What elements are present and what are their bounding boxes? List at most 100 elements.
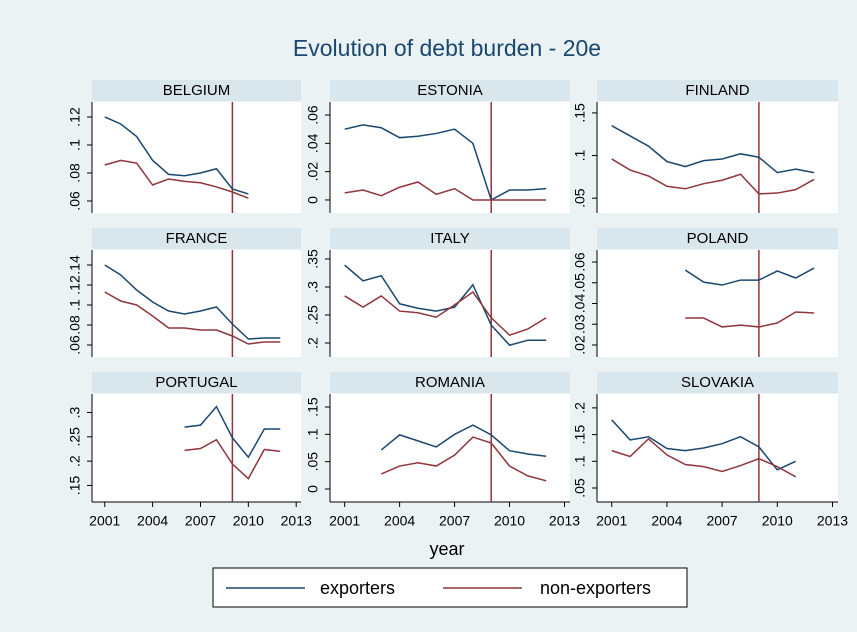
x-axis-label: year xyxy=(429,539,464,559)
series-line xyxy=(184,405,281,459)
panel-header xyxy=(330,80,570,101)
y-tick-label: .12 xyxy=(67,275,83,295)
x-tick-label: 2004 xyxy=(651,513,682,529)
y-tick-label: 0 xyxy=(305,485,321,493)
x-tick-label: 2001 xyxy=(89,513,120,529)
panel-title: SLOVAKIA xyxy=(681,374,754,391)
x-tick-label: 2004 xyxy=(137,513,168,529)
series-line xyxy=(344,264,547,347)
series-line xyxy=(344,124,547,202)
y-tick-label: .05 xyxy=(305,452,321,472)
series-line xyxy=(344,290,547,337)
plot-area xyxy=(597,102,838,213)
x-tick-label: 2001 xyxy=(329,513,360,529)
x-tick-label: 2013 xyxy=(817,513,848,529)
x-tick-label: 2007 xyxy=(439,513,470,529)
panel-header xyxy=(597,228,838,249)
series-line xyxy=(344,181,547,201)
y-tick-label: .08 xyxy=(67,163,83,183)
y-tick-label: .3 xyxy=(67,406,83,418)
plot-area xyxy=(330,394,570,502)
x-tick-label: 2010 xyxy=(233,513,264,529)
y-tick-label: .2 xyxy=(305,337,321,349)
x-tick-label: 2013 xyxy=(281,513,312,529)
series-line xyxy=(381,436,547,482)
plot-area xyxy=(92,394,301,502)
series-line xyxy=(104,264,281,340)
y-tick-label: .05 xyxy=(572,188,588,208)
x-tick-label: 2013 xyxy=(549,513,580,529)
y-tick-label: .1 xyxy=(305,428,321,440)
y-tick-label: .03 xyxy=(572,314,588,334)
legend-label: non-exporters xyxy=(540,578,651,598)
plot-area xyxy=(597,394,838,502)
y-tick-label: .35 xyxy=(305,249,321,269)
panel-header xyxy=(330,372,570,393)
plot-area xyxy=(330,102,570,213)
panel-header xyxy=(92,80,301,101)
series-line xyxy=(104,291,281,345)
panel-header xyxy=(330,228,570,249)
series-line xyxy=(611,419,797,471)
plot-area xyxy=(330,250,570,357)
y-tick-label: .1 xyxy=(572,149,588,161)
plot-area xyxy=(92,250,301,357)
y-tick-label: .2 xyxy=(67,455,83,467)
series-line xyxy=(184,438,281,480)
x-tick-label: 2007 xyxy=(185,513,216,529)
y-tick-label: .05 xyxy=(572,273,588,293)
x-tick-label: 2010 xyxy=(494,513,525,529)
y-tick-label: .2 xyxy=(572,402,588,414)
y-tick-label: .15 xyxy=(305,397,321,417)
series-line xyxy=(104,116,249,195)
y-tick-label: .15 xyxy=(67,476,83,496)
y-tick-label: .3 xyxy=(305,281,321,293)
legend: exporters non-exporters xyxy=(212,567,688,608)
chart-title: Evolution of debt burden - 20e xyxy=(293,35,601,61)
y-tick-label: .25 xyxy=(305,305,321,325)
y-tick-label: .1 xyxy=(572,455,588,467)
panel-title: PORTUGAL xyxy=(155,374,237,391)
panel-title: BELGIUM xyxy=(163,82,231,99)
series-line xyxy=(104,159,249,199)
y-tick-label: .06 xyxy=(305,105,321,125)
plot-area xyxy=(92,102,301,213)
series-line xyxy=(611,158,815,195)
y-tick-label: .14 xyxy=(67,255,83,275)
legend-label: exporters xyxy=(320,578,395,598)
series-line xyxy=(611,437,797,478)
x-tick-label: 2010 xyxy=(762,513,793,529)
y-tick-label: .04 xyxy=(305,133,321,153)
y-tick-label: 0 xyxy=(305,196,321,204)
y-tick-label: .25 xyxy=(67,427,83,447)
panel-header xyxy=(92,372,301,393)
y-tick-label: .1 xyxy=(67,139,83,151)
panel-header xyxy=(597,80,838,101)
panel-title: ROMANIA xyxy=(415,374,485,391)
series-line xyxy=(684,267,815,286)
y-tick-label: .15 xyxy=(572,425,588,445)
y-tick-label: .05 xyxy=(572,478,588,498)
x-tick-label: 2007 xyxy=(707,513,738,529)
x-tick-label: 2001 xyxy=(596,513,627,529)
plot-area xyxy=(597,250,838,357)
panel-title: POLAND xyxy=(687,230,749,247)
panel-title: ESTONIA xyxy=(417,82,483,99)
y-tick-label: .06 xyxy=(572,252,588,272)
y-tick-label: .02 xyxy=(572,335,588,355)
panel-title: ITALY xyxy=(430,230,469,247)
x-tick-label: 2004 xyxy=(384,513,415,529)
series-line xyxy=(380,424,547,457)
y-tick-label: .06 xyxy=(67,335,83,355)
series-line xyxy=(611,125,815,174)
y-tick-label: .15 xyxy=(572,103,588,123)
series-line xyxy=(685,311,815,328)
y-tick-label: .04 xyxy=(572,294,588,314)
y-tick-label: .12 xyxy=(67,107,83,127)
y-tick-label: .08 xyxy=(67,315,83,335)
panel-header xyxy=(92,228,301,249)
panel-title: FRANCE xyxy=(166,230,228,247)
y-tick-label: .02 xyxy=(305,162,321,182)
